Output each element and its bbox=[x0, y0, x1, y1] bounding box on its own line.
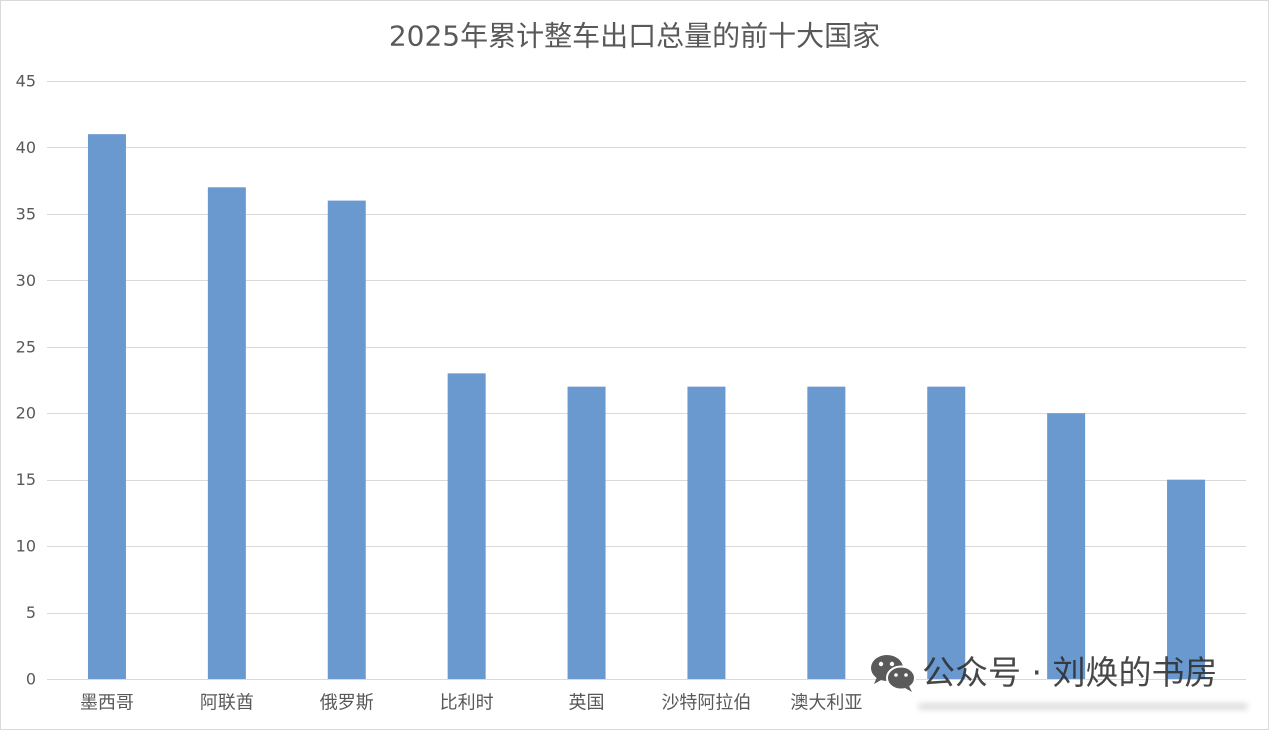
bar-7 bbox=[807, 386, 846, 679]
bar-10 bbox=[1167, 479, 1206, 679]
bar-2 bbox=[207, 187, 246, 680]
bar-5 bbox=[567, 386, 606, 679]
x-tick-label: 沙特阿拉伯 bbox=[661, 693, 751, 714]
bar-3 bbox=[327, 200, 366, 679]
y-tick-label: 5 bbox=[26, 603, 36, 622]
bar-6 bbox=[687, 386, 726, 679]
bar-8 bbox=[927, 386, 966, 679]
y-tick-label: 45 bbox=[16, 72, 36, 91]
y-tick-label: 35 bbox=[16, 204, 36, 223]
chart-title: 2025年累计整车出口总量的前十大国家 bbox=[389, 20, 880, 53]
x-tick-label: 俄罗斯 bbox=[320, 693, 374, 714]
x-tick-label: 英国 bbox=[569, 693, 605, 714]
x-tick-label: 澳大利亚 bbox=[790, 693, 862, 714]
gridlines bbox=[47, 81, 1246, 680]
bar-1 bbox=[87, 134, 126, 680]
y-tick-label: 15 bbox=[16, 470, 36, 489]
x-tick-label: 阿联酋 bbox=[200, 693, 254, 714]
y-tick-label: 20 bbox=[16, 404, 36, 423]
y-tick-label: 25 bbox=[16, 337, 36, 356]
y-tick-label: 30 bbox=[16, 271, 36, 290]
bars bbox=[87, 134, 1206, 680]
bar-4 bbox=[447, 373, 486, 679]
bar-9 bbox=[1047, 413, 1086, 679]
x-tick-label: 墨西哥 bbox=[80, 693, 134, 714]
y-tick-label: 40 bbox=[16, 138, 36, 157]
x-tick-label: 比利时 bbox=[440, 693, 494, 714]
x-axis-labels: 墨西哥 阿联酋 俄罗斯 比利时 英国 沙特阿拉伯 澳大利亚 bbox=[80, 693, 862, 714]
y-tick-label: 0 bbox=[26, 670, 36, 689]
y-axis-labels: 0 5 10 15 20 25 30 35 40 45 bbox=[16, 72, 36, 689]
y-tick-label: 10 bbox=[16, 537, 36, 556]
